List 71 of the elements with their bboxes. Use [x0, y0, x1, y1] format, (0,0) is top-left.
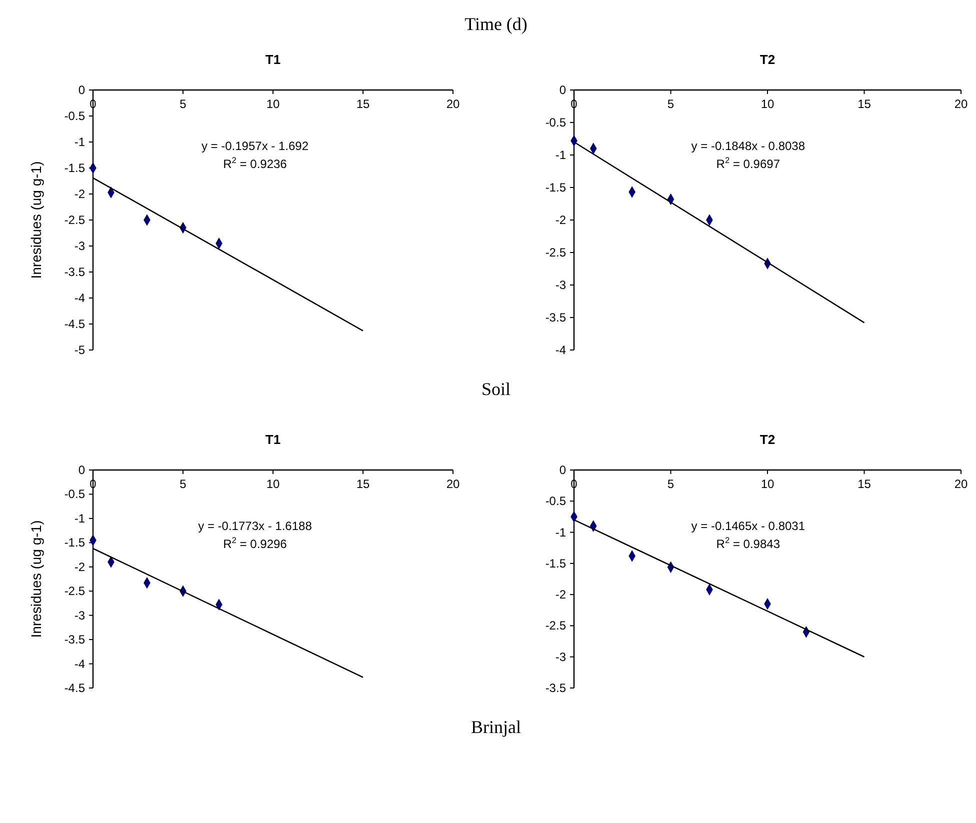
x-tick-label: 5 [667, 97, 674, 111]
x-tick-label: 15 [356, 97, 370, 111]
y-tick-label: 0 [78, 83, 86, 97]
y-tick-label: -1 [555, 148, 566, 162]
annotation: y = -0.1465x - 0.8031 [691, 519, 806, 533]
y-tick-label: -3 [74, 239, 86, 253]
x-tick-label: 5 [180, 477, 187, 491]
y-axis-title: Inresidues (ug g-1) [28, 520, 44, 638]
text: Soil [481, 379, 511, 399]
x-tick-label: 5 [667, 477, 674, 491]
annotation: R$^{2}$ = 0.9296 [223, 535, 288, 551]
y-tick-label: -2 [74, 560, 86, 574]
x-tick-label: 20 [446, 477, 460, 491]
y-tick-label: -2 [555, 588, 566, 602]
annotation: R$^{2}$ = 0.9697 [716, 155, 780, 171]
x-tick-label: 15 [858, 97, 872, 111]
y-tick-label: -3 [555, 278, 566, 292]
y-tick-label: -3 [74, 608, 86, 622]
y-tick-label: -1.5 [64, 536, 86, 550]
y-tick-label: -1 [74, 135, 86, 149]
x-tick-label: 20 [954, 97, 968, 111]
y-tick-label: -1.5 [64, 161, 86, 175]
y-tick-label: -2.5 [64, 213, 86, 227]
chart-title: T1 [265, 52, 281, 67]
annotation: y = -0.1848x - 0.8038 [691, 139, 806, 153]
x-tick-label: 20 [954, 477, 968, 491]
annotation: R$^{2}$ = 0.9843 [716, 535, 780, 551]
y-tick-label: -4 [74, 656, 86, 671]
y-tick-label: 0 [559, 463, 566, 477]
y-tick-label: -4 [555, 343, 566, 357]
y-tick-label: -0.5 [64, 109, 86, 123]
y-tick-label: -3.5 [545, 681, 566, 695]
y-tick-label: -5 [74, 343, 86, 357]
y-tick-label: -3 [555, 650, 566, 664]
y-tick-label: -2 [555, 213, 566, 227]
y-tick-label: -1.5 [545, 556, 566, 570]
chart-title: T2 [760, 432, 776, 447]
y-tick-label: 0 [78, 463, 86, 477]
annotation: R$^{2}$ = 0.9236 [223, 155, 288, 171]
x-tick-label: 10 [760, 477, 774, 491]
y-tick-label: -1 [74, 511, 86, 526]
x-axis-title: Time (d) [464, 14, 528, 34]
y-tick-label: -3.5 [64, 265, 86, 279]
y-tick-label: -3.5 [545, 310, 566, 324]
y-tick-label: -0.5 [64, 487, 86, 502]
y-tick-label: -2 [74, 187, 86, 201]
y-tick-label: -4 [74, 291, 86, 305]
y-tick-label: -4.5 [64, 317, 86, 331]
y-tick-label: -0.5 [545, 116, 566, 130]
y-tick-label: -2.5 [545, 246, 566, 260]
y-tick-label: -2.5 [545, 618, 566, 633]
annotation: y = -0.1957x - 1.692 [201, 139, 309, 153]
chart-title: T1 [265, 432, 281, 447]
x-tick-label: 10 [760, 97, 774, 111]
x-tick-label: 15 [858, 477, 872, 491]
x-tick-label: 10 [266, 477, 280, 491]
y-tick-label: -0.5 [545, 494, 566, 508]
y-tick-label: -1.5 [545, 180, 566, 194]
text: Brinjal [471, 717, 521, 737]
annotation: y = -0.1773x - 1.6188 [198, 519, 312, 533]
y-tick-label: -4.5 [64, 681, 86, 695]
y-tick-label: 0 [559, 83, 566, 97]
x-tick-label: 20 [446, 97, 460, 111]
x-tick-label: 10 [266, 97, 280, 111]
y-tick-label: -2.5 [64, 584, 86, 598]
y-tick-label: -1 [555, 525, 566, 540]
x-tick-label: 15 [356, 477, 370, 491]
y-axis-title: Inresidues (ug g-1) [28, 161, 44, 279]
y-tick-label: -3.5 [64, 632, 86, 647]
chart-title: T2 [760, 52, 776, 67]
x-tick-label: 5 [180, 97, 187, 111]
